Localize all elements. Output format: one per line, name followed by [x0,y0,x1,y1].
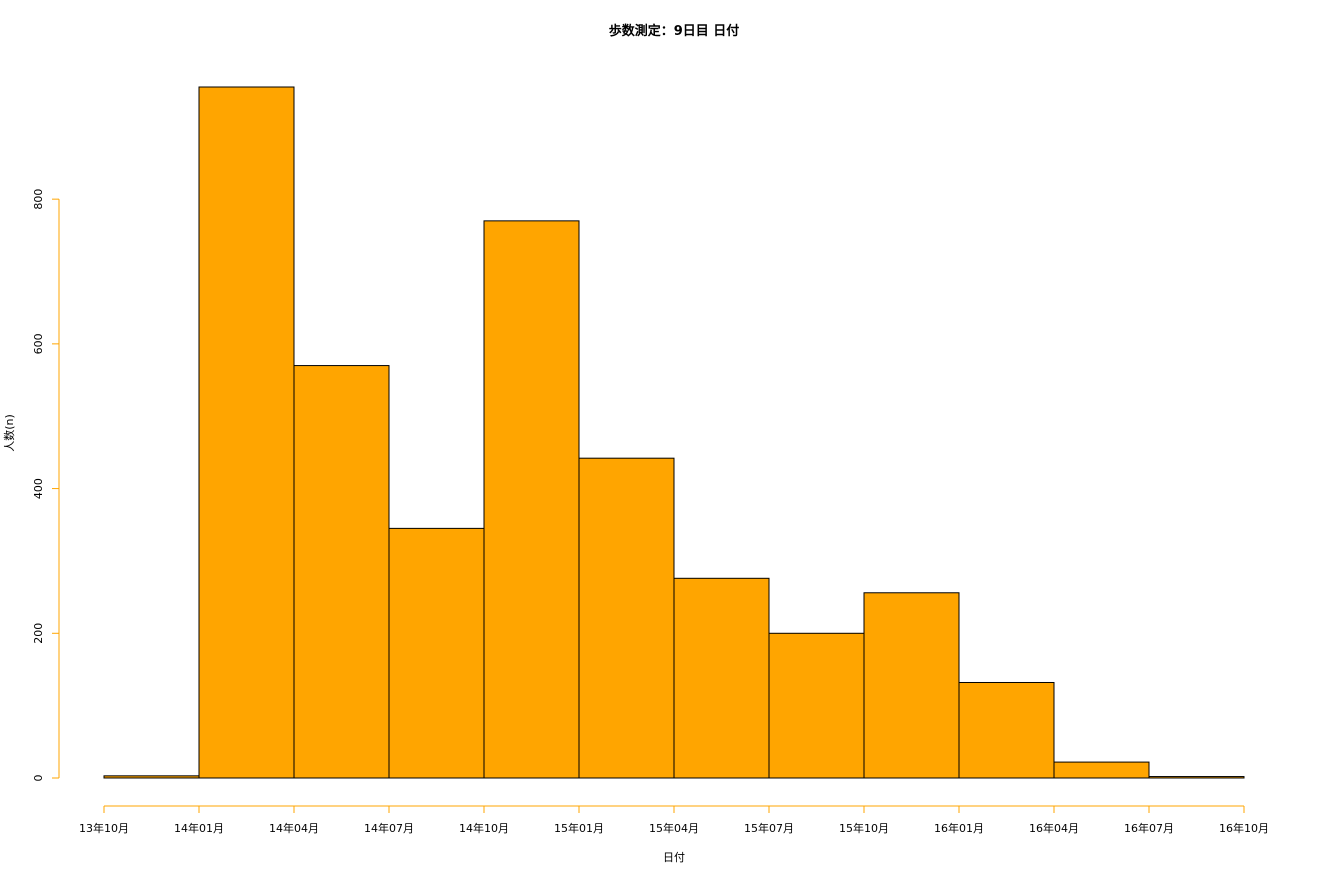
y-axis: 0 200 400 600 800 [32,189,60,782]
x-tick-label: 16年04月 [1029,821,1079,835]
bar-8 [863,592,960,779]
bars-group [103,86,1245,779]
bar-9 [958,681,1055,779]
x-tick-label: 14年04月 [269,821,319,835]
x-axis: 13年10月 14年01月 14年04月 14年07月 14年10月 15年01月 15年0… [79,805,1269,835]
x-tick-label: 14年10月 [459,821,509,835]
x-tick-label: 15年01月 [554,821,604,835]
x-tick-label: 15年07月 [744,821,794,835]
x-tick-label: 16年07月 [1124,821,1174,835]
x-tick-label: 15年10月 [839,821,889,835]
bar-4 [483,220,580,779]
x-tick-label: 16年10月 [1219,821,1269,835]
y-tick-label: 600 [32,333,45,354]
y-tick-label: 400 [32,478,45,499]
x-tick-label: 14年07月 [364,821,414,835]
bar-3 [388,527,485,779]
x-tick-label: 15年04月 [649,821,699,835]
bar-1 [198,86,295,779]
bar-7 [768,632,865,779]
y-axis-label: 人数(n) [3,414,16,452]
x-tick-label: 14年01月 [174,821,224,835]
y-tick-label: 0 [32,775,45,782]
bar-2 [293,365,390,779]
y-tick-label: 800 [32,189,45,210]
y-tick-label: 200 [32,623,45,644]
bar-0 [103,775,200,779]
x-tick-label: 13年10月 [79,821,129,835]
bar-10 [1053,761,1150,779]
bar-6 [673,577,770,779]
x-axis-label: 日付 [663,851,685,864]
x-tick-label: 16年01月 [934,821,984,835]
bar-5 [578,457,675,779]
chart-title: 歩数測定：9日目 日付 [609,23,740,39]
bar-11 [1148,776,1245,779]
